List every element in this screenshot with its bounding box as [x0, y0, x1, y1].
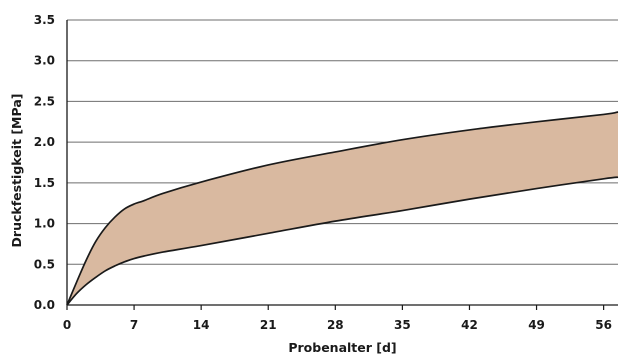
strength-band-area — [67, 112, 618, 305]
axes — [66, 20, 618, 310]
y-tick-label: 0.0 — [34, 298, 55, 312]
lower-boundary-line — [66, 176, 619, 306]
upper-boundary-line — [66, 111, 619, 306]
x-tick-labels: 0 7 14 21 28 35 42 49 56 — [63, 318, 612, 332]
x-tick-label: 49 — [528, 318, 545, 332]
y-axis-title: Druckfestigkeit [MPa] — [9, 94, 24, 248]
x-tick-label: 7 — [130, 318, 138, 332]
y-tick-labels: 0.0 0.5 1.0 1.5 2.0 2.5 3.0 3.5 — [34, 13, 55, 312]
x-tick-label: 0 — [63, 318, 71, 332]
x-axis-title: Probenalter [d] — [288, 340, 396, 355]
x-tick-label: 21 — [260, 318, 277, 332]
y-tick-label: 2.5 — [34, 94, 55, 108]
y-tick-label: 3.0 — [34, 54, 55, 68]
x-tick-label: 42 — [461, 318, 478, 332]
x-tick-label: 56 — [595, 318, 612, 332]
y-tick-label: 1.0 — [34, 217, 55, 231]
x-tick-label: 14 — [193, 318, 210, 332]
y-tick-label: 2.0 — [34, 135, 55, 149]
y-tick-label: 1.5 — [34, 176, 55, 190]
y-tick-label: 0.5 — [34, 257, 55, 271]
x-tick-label: 28 — [327, 318, 344, 332]
x-tick-label: 35 — [394, 318, 411, 332]
y-tick-label: 3.5 — [34, 13, 55, 27]
